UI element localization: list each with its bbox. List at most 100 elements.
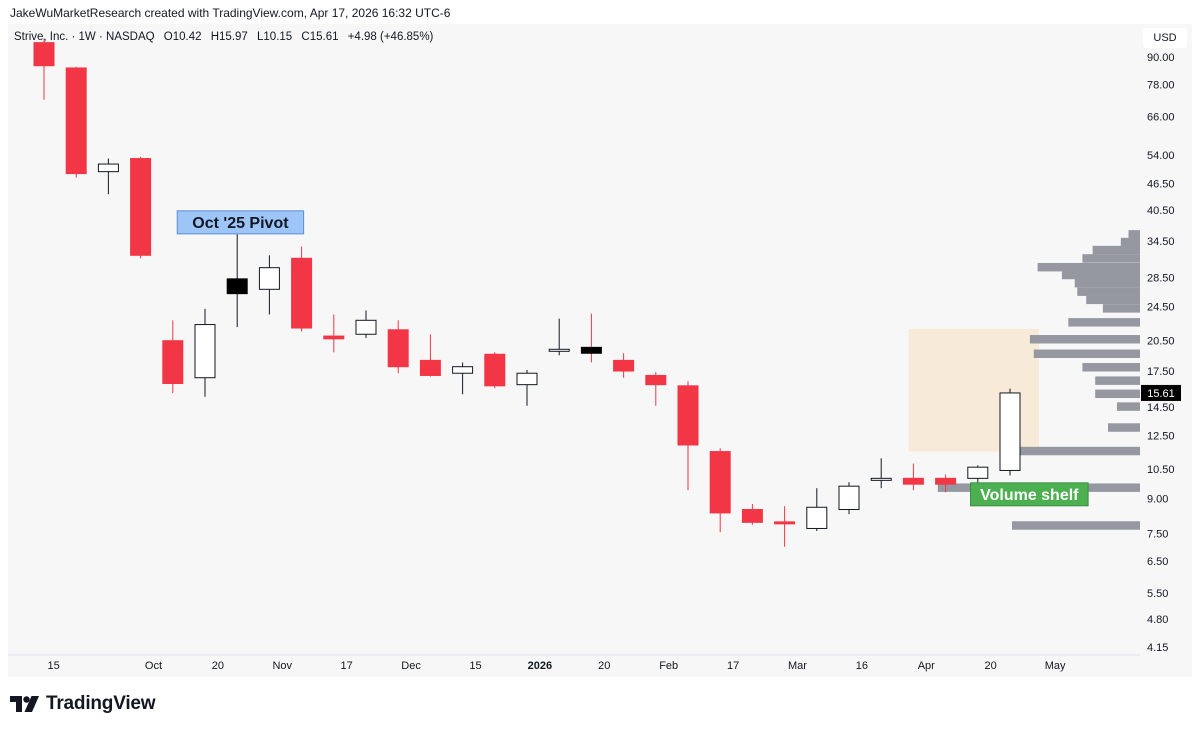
- candle[interactable]: [130, 156, 152, 259]
- candle[interactable]: [613, 353, 635, 378]
- volume-profile-bar: [1012, 521, 1140, 530]
- volume-profile-bar: [1092, 245, 1140, 255]
- price-tick-label: 54.00: [1147, 150, 1175, 162]
- candle[interactable]: [97, 158, 119, 195]
- note-box: [176, 210, 305, 235]
- note-oct-25-pivot[interactable]: Oct '25 Pivot: [176, 210, 305, 235]
- time-tick-label: 16: [856, 660, 868, 672]
- candle-body: [419, 359, 441, 376]
- price-tick-label: 34.50: [1147, 236, 1175, 248]
- candle[interactable]: [452, 362, 474, 395]
- price-tick-label: 40.50: [1147, 205, 1175, 217]
- volume-profile-bar: [1128, 230, 1140, 239]
- volume-profile-bar: [1116, 402, 1140, 411]
- last-price-layer: 15.61: [1141, 384, 1181, 401]
- volume-profile-bar: [1102, 304, 1140, 313]
- candle-body: [935, 477, 957, 485]
- candle[interactable]: [999, 388, 1021, 476]
- legend-open: O10.42: [163, 31, 202, 43]
- note-box: [970, 482, 1089, 507]
- candle-body: [65, 67, 87, 175]
- candle-body: [291, 257, 313, 329]
- candle[interactable]: [291, 246, 313, 332]
- candle-body: [741, 509, 763, 523]
- candle[interactable]: [419, 334, 441, 377]
- candle[interactable]: [387, 320, 409, 374]
- annotations-layer: Oct '25 Pivot Volume shelf: [176, 210, 1089, 507]
- time-tick-label: Dec: [401, 660, 421, 672]
- candle[interactable]: [258, 255, 280, 315]
- candle[interactable]: [162, 320, 184, 394]
- volume-profile-bar: [1012, 446, 1140, 456]
- time-tick-label: 17: [341, 660, 353, 672]
- candle-body: [33, 42, 55, 67]
- candle[interactable]: [516, 369, 538, 406]
- legend-low: L10.15: [257, 31, 293, 43]
- candle[interactable]: [935, 474, 957, 493]
- symbol-name[interactable]: Strive, Inc. · 1W · NASDAQ: [14, 31, 155, 43]
- candle[interactable]: [548, 318, 570, 356]
- price-tick-label: 6.50: [1147, 556, 1168, 568]
- candle[interactable]: [65, 66, 87, 178]
- volume-profile-bar: [1108, 423, 1140, 432]
- candle[interactable]: [33, 38, 55, 100]
- time-tick-label: 20: [212, 660, 224, 672]
- price-tick-label: 24.50: [1147, 302, 1175, 314]
- price-tick-label: 5.50: [1147, 588, 1168, 600]
- candle[interactable]: [580, 313, 602, 363]
- price-tick-label: 46.50: [1147, 179, 1175, 191]
- candle[interactable]: [645, 372, 667, 406]
- last-price-label: 15.61: [1147, 388, 1175, 400]
- candle-body: [580, 346, 602, 354]
- volume-profile-bar: [1077, 287, 1140, 296]
- note-volume-shelf[interactable]: Volume shelf: [970, 482, 1089, 507]
- candle-body: [967, 466, 989, 479]
- candle-body: [355, 319, 377, 335]
- candle[interactable]: [709, 448, 731, 533]
- candle-body: [226, 278, 248, 295]
- time-tick-label: Mar: [788, 660, 807, 672]
- candle-body: [677, 385, 699, 446]
- price-tick-label: 4.80: [1147, 614, 1168, 626]
- price-tick-label: 7.50: [1147, 529, 1168, 541]
- candle[interactable]: [484, 352, 506, 389]
- candle-body: [194, 324, 216, 379]
- candle-body: [902, 477, 924, 485]
- chart-credit: JakeWuMarketResearch created with Tradin…: [10, 6, 451, 20]
- candle-body: [162, 340, 184, 384]
- time-tick-label: Oct: [145, 660, 162, 672]
- time-tick-label: May: [1045, 660, 1066, 672]
- candle[interactable]: [677, 381, 699, 491]
- price-tick-label: 4.15: [1147, 642, 1168, 654]
- candle[interactable]: [902, 463, 924, 491]
- volume-profile-layer: [937, 230, 1140, 530]
- candle[interactable]: [194, 308, 216, 397]
- volume-profile-bar: [1082, 363, 1140, 372]
- volume-profile-bar: [1120, 237, 1140, 247]
- candle[interactable]: [870, 458, 892, 489]
- candle-body: [130, 158, 152, 256]
- note-text: Volume shelf: [980, 487, 1079, 504]
- candle[interactable]: [806, 488, 828, 531]
- volume-profile-bar: [1082, 254, 1140, 263]
- candle[interactable]: [355, 310, 377, 338]
- candle[interactable]: [323, 314, 345, 353]
- last-price-badge: [1141, 384, 1181, 401]
- candle-body: [806, 506, 828, 529]
- candle[interactable]: [838, 482, 860, 515]
- candle[interactable]: [226, 231, 248, 328]
- time-tick-label: Apr: [918, 660, 935, 672]
- candle-body: [774, 521, 796, 525]
- price-tick-label: 12.50: [1147, 431, 1175, 443]
- candle[interactable]: [774, 506, 796, 547]
- candle-body: [484, 353, 506, 387]
- tradingview-brand[interactable]: TradingView: [10, 693, 156, 715]
- currency-selector[interactable]: USD: [1143, 28, 1187, 48]
- time-tick-label: 15: [48, 660, 60, 672]
- candle-body: [548, 348, 570, 352]
- candle-body: [838, 485, 860, 511]
- volume-profile-bar: [1095, 376, 1140, 385]
- time-tick-label: 15: [469, 660, 481, 672]
- candle[interactable]: [741, 503, 763, 525]
